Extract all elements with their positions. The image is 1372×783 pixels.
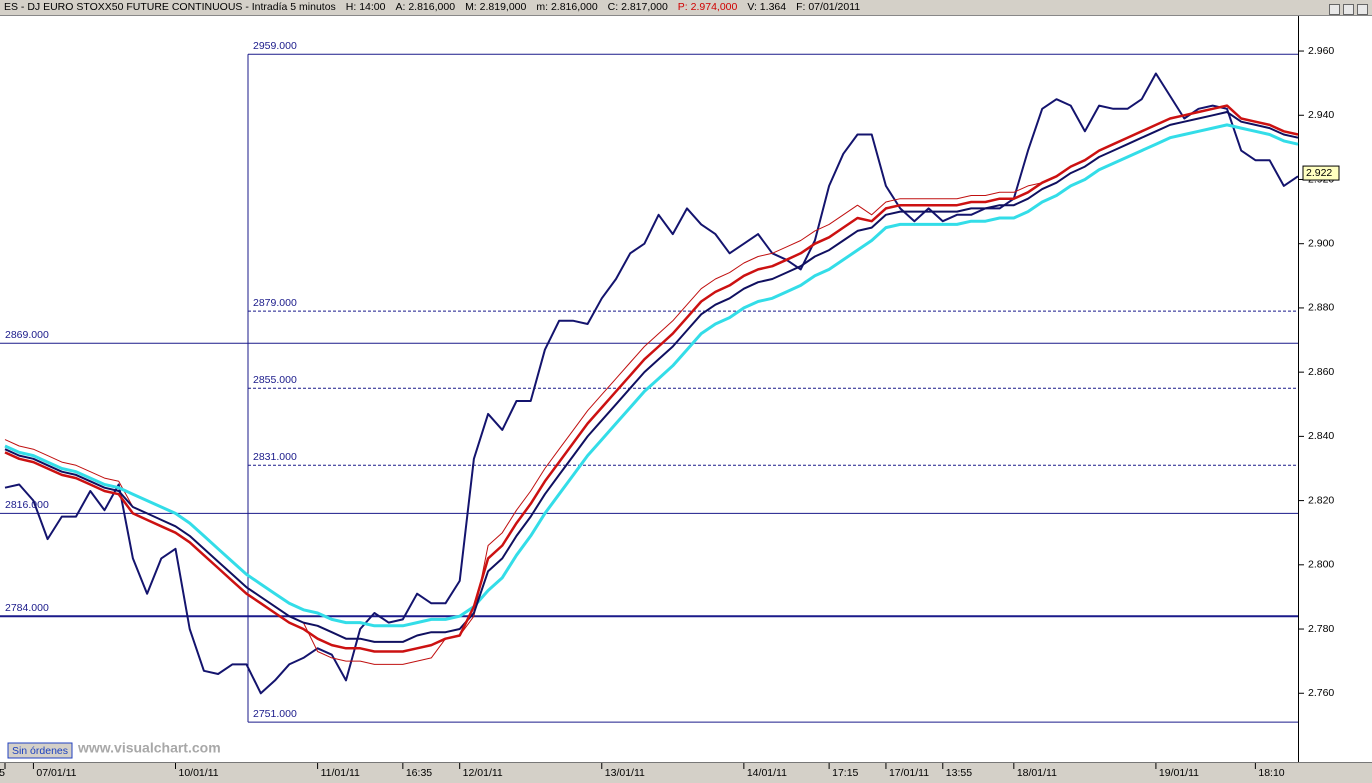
level-label: 2869.000 (5, 329, 49, 341)
x-tick-label: 18/01/11 (1017, 767, 1057, 779)
level-label: 2879.000 (253, 297, 297, 309)
x-tick-label: 17:15 (832, 767, 858, 779)
status: Sin órdenes (12, 745, 68, 757)
series-line (4, 72, 1299, 695)
window-buttons (1326, 2, 1368, 20)
x-tick-label: 14/01/11 (747, 767, 787, 779)
y-tick-label: 2.780 (1308, 623, 1334, 635)
close[interactable] (1357, 4, 1368, 15)
header-item: H: 14:00 (345, 1, 386, 13)
header-item: ES - DJ EURO STOXX50 FUTURE CONTINUOUS -… (4, 1, 336, 13)
y-tick-label: 2.940 (1308, 109, 1334, 121)
level-label: 2751.000 (253, 708, 297, 720)
y-tick-label: 2.900 (1308, 237, 1334, 249)
x-tick-label: 07/01/11 (36, 767, 76, 779)
y-tick-label: 2.800 (1308, 559, 1334, 571)
maximize[interactable] (1343, 4, 1354, 15)
watermark: www.visualchart.com (77, 740, 221, 756)
title-bar: ES - DJ EURO STOXX50 FUTURE CONTINUOUS -… (0, 0, 1372, 16)
header-item: A: 2.816,000 (395, 1, 456, 13)
minimize[interactable] (1329, 4, 1340, 15)
x-axis-bar (0, 762, 1372, 783)
last-price-label: 2.922 (1306, 167, 1332, 179)
y-tick-label: 2.880 (1308, 302, 1334, 314)
y-tick-label: 2.760 (1308, 687, 1334, 699)
x-tick-label: 12/01/11 (463, 767, 503, 779)
x-tick-label: 13:55 (946, 767, 972, 779)
x-tick-label: 18:10 (1258, 767, 1284, 779)
x-tick-label: 11/01/11 (321, 767, 360, 779)
level-label: 2816.000 (5, 499, 49, 511)
x-tick-label: 16:35 (406, 767, 432, 779)
y-tick-label: 2.960 (1308, 45, 1334, 57)
header-item: P: 2.974,000 (677, 1, 738, 13)
series-line (4, 104, 1299, 653)
plot-bg (0, 16, 1372, 762)
chart: Sin órdenes www.visualchart.com 2.760 2.7… (0, 16, 1372, 783)
x-tick-label: 13/01/11 (605, 767, 645, 779)
x-tick-label: 17/01/11 (889, 767, 929, 779)
x-tick-label: 10/01/11 (179, 767, 219, 779)
header-item: M: 2.819,000 (465, 1, 527, 13)
last-price-box (1302, 165, 1340, 181)
x-tick-label: 19/01/11 (1159, 767, 1199, 779)
header-item: m: 2.816,000 (536, 1, 598, 13)
level-label: 2784.000 (5, 602, 49, 614)
header-item: C: 2.817,000 (607, 1, 668, 13)
level-label: 2831.000 (253, 451, 297, 463)
x-tick-label: 5 (0, 767, 5, 779)
level-label: 2959.000 (253, 40, 297, 52)
series-line (4, 123, 1299, 628)
header-item: V: 1.364 (747, 1, 787, 13)
header-item: F: 07/01/2011 (796, 1, 861, 13)
y-tick-label: 2.860 (1308, 366, 1334, 378)
y-tick-label: 2.820 (1308, 494, 1334, 506)
status-box[interactable] (7, 742, 73, 759)
level-label: 2855.000 (253, 374, 297, 386)
series-line (4, 111, 1299, 643)
y-tick-label: 2.840 (1308, 430, 1334, 442)
